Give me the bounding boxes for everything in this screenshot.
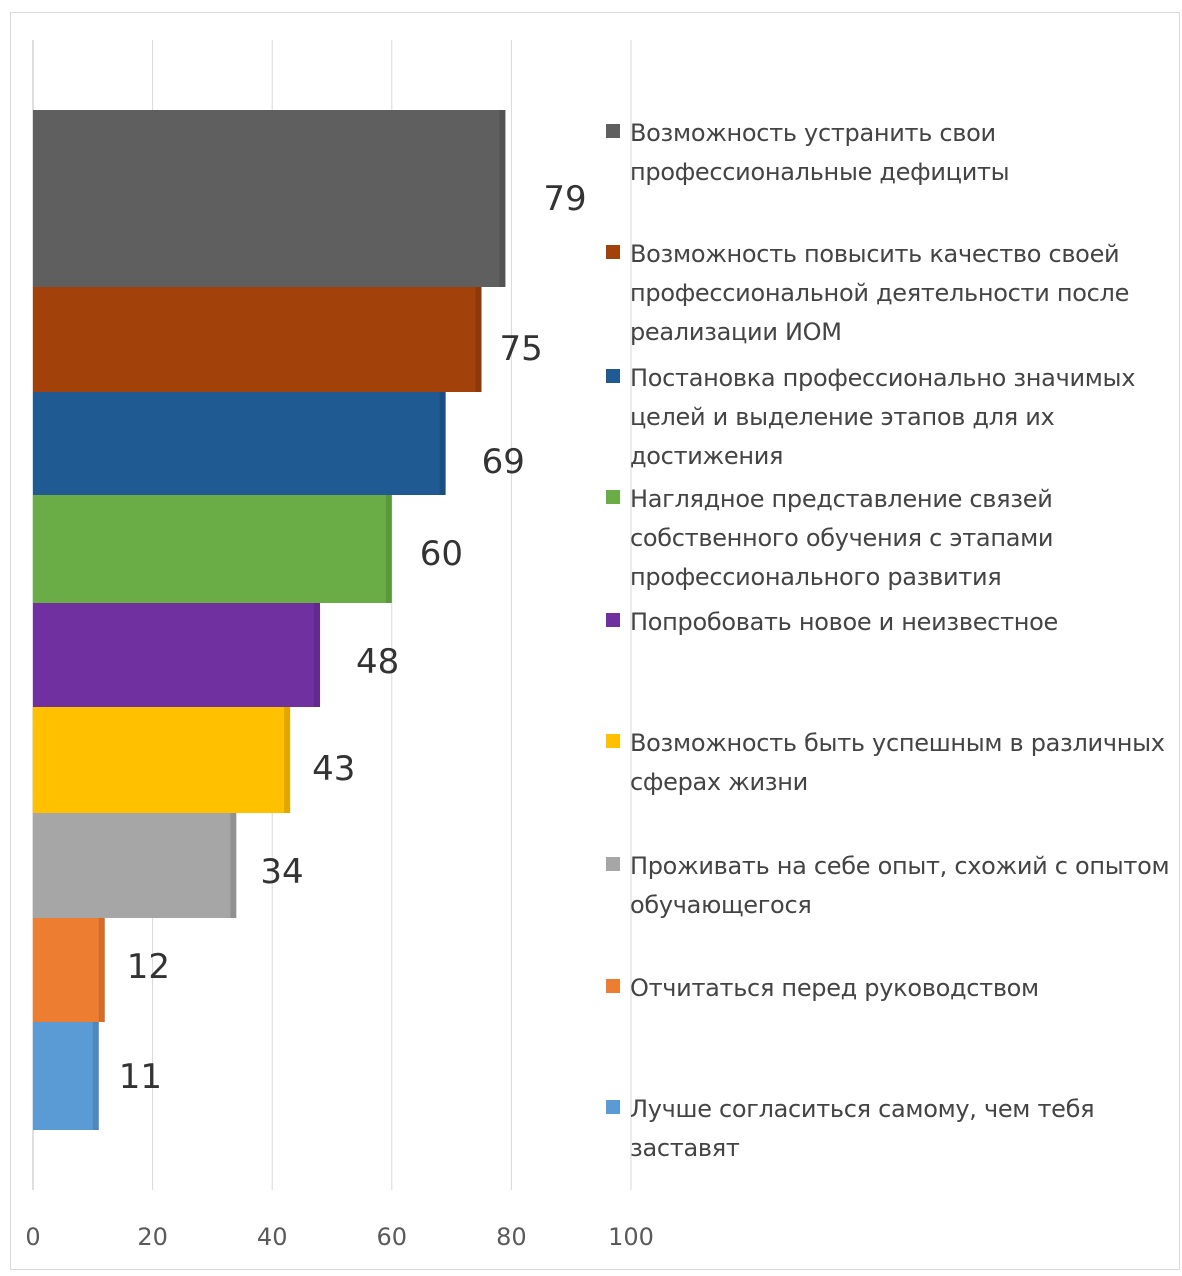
data-label-4: 60	[420, 534, 463, 574]
x-tick-100: 100	[608, 1223, 654, 1251]
bar-shade-9	[92, 1022, 99, 1130]
x-tick-60: 60	[377, 1223, 408, 1251]
x-tick-80: 80	[496, 1223, 527, 1251]
bar-shade-1	[499, 110, 506, 287]
data-label-7: 34	[260, 852, 303, 892]
bar-shade-2	[475, 287, 482, 392]
data-label-8: 12	[127, 947, 170, 987]
data-label-1: 79	[543, 179, 586, 219]
x-axis-ticks: 0 20 40 60 80 100	[25, 1223, 654, 1251]
bar-6	[33, 707, 291, 813]
x-tick-40: 40	[257, 1223, 288, 1251]
bar-5	[33, 603, 321, 707]
bar-2	[33, 287, 482, 392]
bar-3	[33, 392, 446, 495]
data-label-2: 75	[500, 329, 543, 369]
x-tick-0: 0	[25, 1223, 40, 1251]
bar-4	[33, 495, 392, 603]
bar-shade-3	[439, 392, 446, 495]
bar-1	[33, 110, 506, 287]
bar-shade-5	[314, 603, 321, 707]
bar-shade-8	[98, 918, 105, 1022]
data-label-3: 69	[482, 442, 525, 482]
data-label-5: 48	[356, 642, 399, 682]
x-tick-20: 20	[137, 1223, 168, 1251]
bars	[33, 110, 506, 1130]
bar-shade-4	[385, 495, 392, 603]
bar-7	[33, 813, 237, 918]
bar-shade-6	[284, 707, 291, 813]
bar-shade-7	[230, 813, 237, 918]
data-label-6: 43	[312, 749, 355, 789]
bar-9	[33, 1022, 99, 1130]
data-labels: 79 75 69 60 48 43 34 12 11	[119, 179, 587, 1097]
data-label-9: 11	[119, 1057, 162, 1097]
bar-8	[33, 918, 105, 1022]
